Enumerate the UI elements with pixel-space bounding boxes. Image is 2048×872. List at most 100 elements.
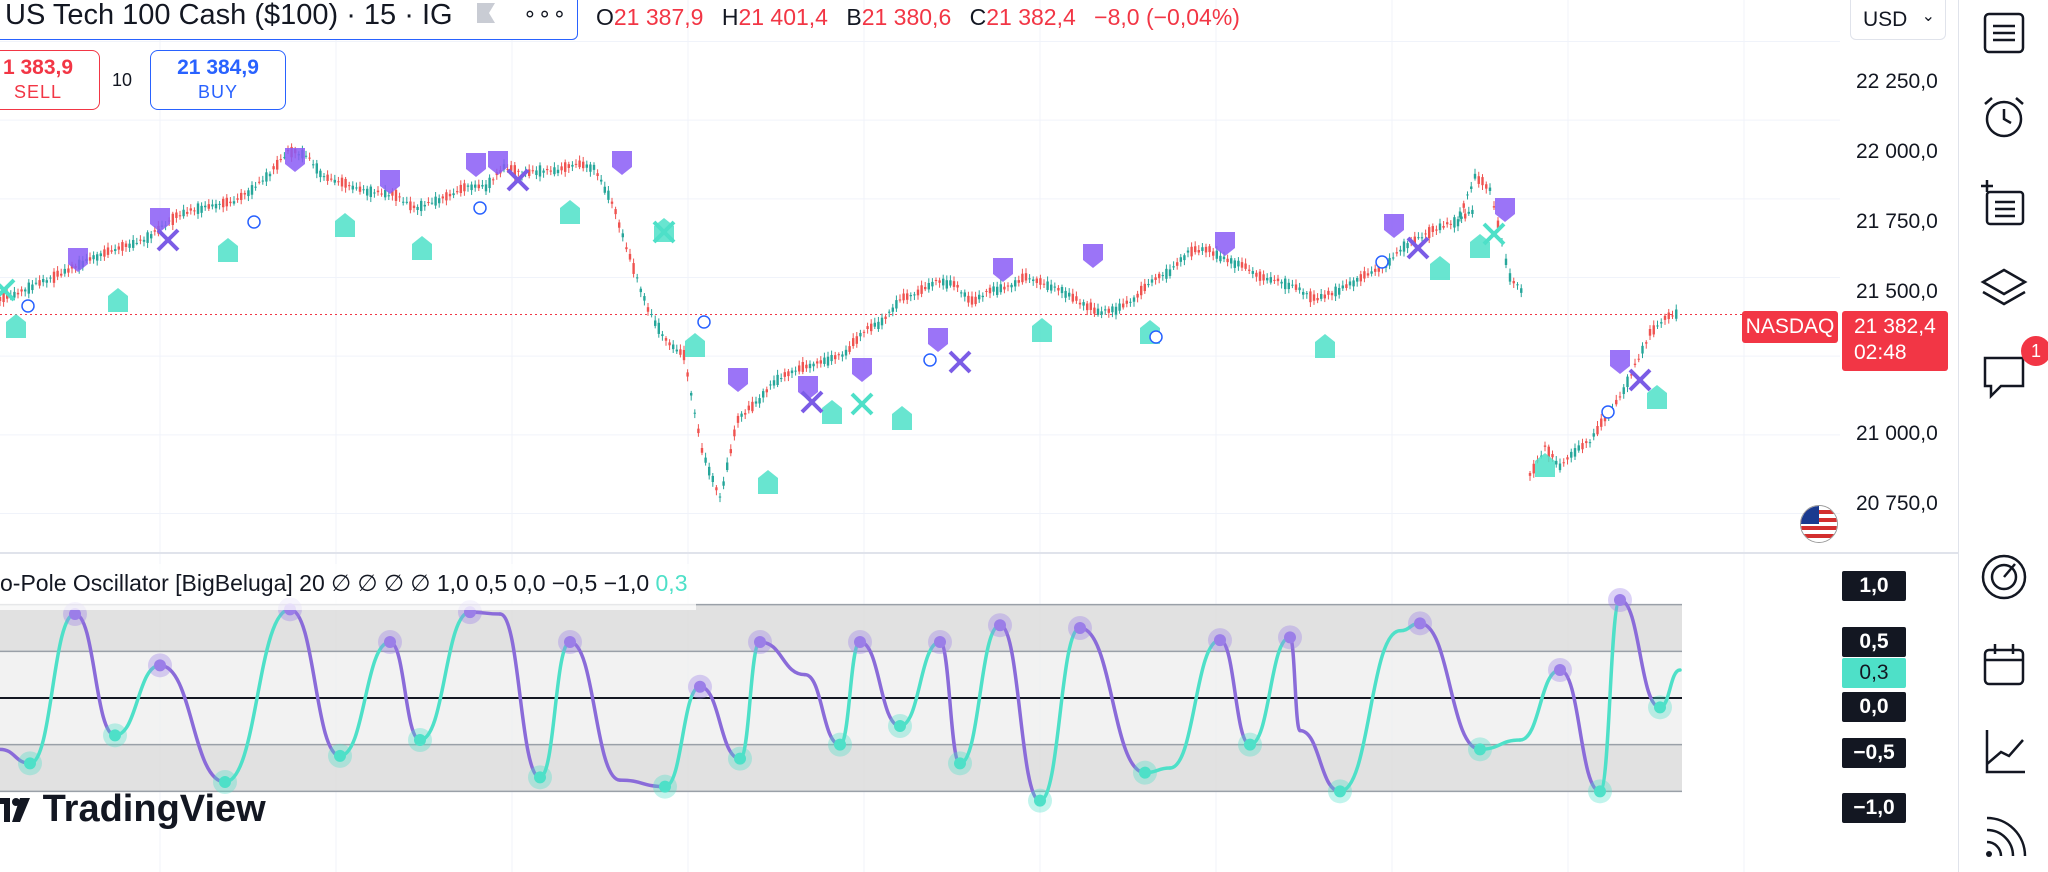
candle-body (1104, 309, 1107, 311)
candle-body (1626, 376, 1629, 388)
currency-select[interactable]: USD ⌄ (1850, 0, 1946, 40)
candle-body (834, 355, 837, 360)
osc-axis-label: 0,0 (1842, 692, 1906, 722)
candle-body (1287, 282, 1290, 290)
us-flag-icon[interactable] (1800, 505, 1838, 543)
oscillator-legend[interactable]: o-Pole Oscillator [BigBeluga] 20 ∅ ∅ ∅ ∅… (0, 564, 696, 610)
candle-body (934, 279, 938, 281)
candle-body (866, 326, 869, 330)
symbol-header[interactable]: US Tech 100 Cash ($100) · 15 · IG ∘∘∘ (0, 0, 578, 40)
currency-value: USD (1863, 8, 1908, 31)
candle-body (1424, 233, 1427, 235)
signal-tag (1470, 234, 1490, 258)
candle-body (1363, 271, 1366, 279)
signal-tag (612, 151, 632, 175)
candle-body (1458, 211, 1462, 218)
candle-body (1399, 249, 1402, 252)
osc-point (414, 734, 426, 746)
alert-clock-icon[interactable] (1979, 92, 2029, 142)
candle-body (1446, 222, 1449, 225)
target-icon[interactable] (1979, 552, 2029, 602)
teal-signal-icon (218, 238, 238, 262)
candle-body (1258, 271, 1262, 281)
candle-body (1248, 269, 1251, 271)
trend-icon[interactable] (1979, 726, 2029, 776)
osc-point (1244, 738, 1256, 751)
flag-icon[interactable] (473, 1, 499, 25)
chart-canvas[interactable] (0, 0, 1958, 872)
symbol-title[interactable]: US Tech 100 Cash ($100) · 15 · IG (5, 0, 453, 31)
candle-body (1010, 284, 1013, 288)
candle-body (376, 190, 380, 193)
candle-body (1197, 250, 1200, 253)
osc-line-segment (538, 640, 572, 780)
candle-body (855, 336, 858, 344)
candle-body (938, 280, 941, 283)
candle-body (790, 370, 794, 374)
oscillator-params: 20 ∅ ∅ ∅ ∅ 1,0 0,5 0,0 −0,5 −1,0 (299, 570, 650, 596)
candle-body (88, 257, 92, 261)
candle-body (978, 294, 981, 300)
candle-body (621, 233, 624, 238)
cross-signal-icon (850, 392, 874, 416)
signal-tag (1535, 453, 1555, 477)
candle-body (135, 242, 138, 244)
osc-line-segment (73, 612, 117, 738)
candle-body (510, 165, 513, 171)
candle-body (592, 164, 596, 170)
calendar-icon[interactable] (1979, 640, 2029, 690)
osc-point (109, 729, 121, 742)
layers-icon[interactable] (1979, 264, 2029, 314)
candle-body (222, 198, 225, 208)
candle-body (114, 249, 117, 251)
purple-signal-icon (285, 148, 305, 172)
add-list-icon[interactable] (1979, 178, 2029, 228)
signal-tag (758, 470, 778, 494)
pane-separator[interactable] (0, 552, 1958, 554)
cross-stroke (948, 350, 972, 374)
signal-tag (822, 400, 842, 424)
osc-point (1074, 622, 1086, 634)
sell-button[interactable]: 1 383,9 SELL (0, 50, 100, 110)
candle-body (1406, 243, 1409, 249)
quantity[interactable]: 10 (112, 70, 133, 90)
candle-body (902, 293, 905, 301)
osc-line-segment (1168, 638, 1222, 770)
buy-button[interactable]: 21 384,9 BUY (150, 50, 286, 110)
candle-body (988, 287, 992, 294)
watchlist-icon[interactable] (1979, 8, 2029, 58)
broadcast-icon[interactable] (1979, 812, 2029, 862)
candle-body (1528, 473, 1532, 476)
candle-body (1003, 286, 1006, 290)
price-axis-label: 21 000,0 (1856, 422, 1938, 445)
osc-line-segment (858, 640, 902, 728)
candle-body (211, 204, 214, 207)
more-icon[interactable]: ∘∘∘ (523, 1, 568, 26)
tradingview-logo[interactable]: TradingView (0, 788, 266, 831)
signal-tag (466, 153, 486, 177)
logo-text: TradingView (42, 788, 266, 830)
candle-body (1637, 358, 1640, 360)
candle-body (1064, 290, 1067, 298)
candle-body (859, 332, 862, 337)
osc-line-segment (28, 612, 77, 766)
candle-body (1374, 268, 1377, 272)
cross-signal-icon (948, 350, 972, 374)
chat-icon[interactable]: 1 (1979, 336, 2048, 400)
candle-body (1071, 293, 1074, 302)
candle-body (762, 391, 765, 398)
candle-body (1302, 291, 1305, 295)
candle-body (1615, 399, 1618, 405)
candle-body (1186, 250, 1190, 253)
candle-body (110, 250, 113, 252)
candle-body (1201, 247, 1204, 251)
ring-signal-icon (697, 315, 711, 329)
osc-line-segment (1558, 668, 1602, 794)
candle-body (20, 289, 23, 292)
cross-stroke (850, 392, 874, 416)
candle-body (1366, 273, 1370, 276)
candle-body (1641, 345, 1644, 354)
candle-body (121, 242, 124, 251)
osc-line-segment (1618, 598, 1662, 710)
osc-line-segment (998, 623, 1042, 803)
